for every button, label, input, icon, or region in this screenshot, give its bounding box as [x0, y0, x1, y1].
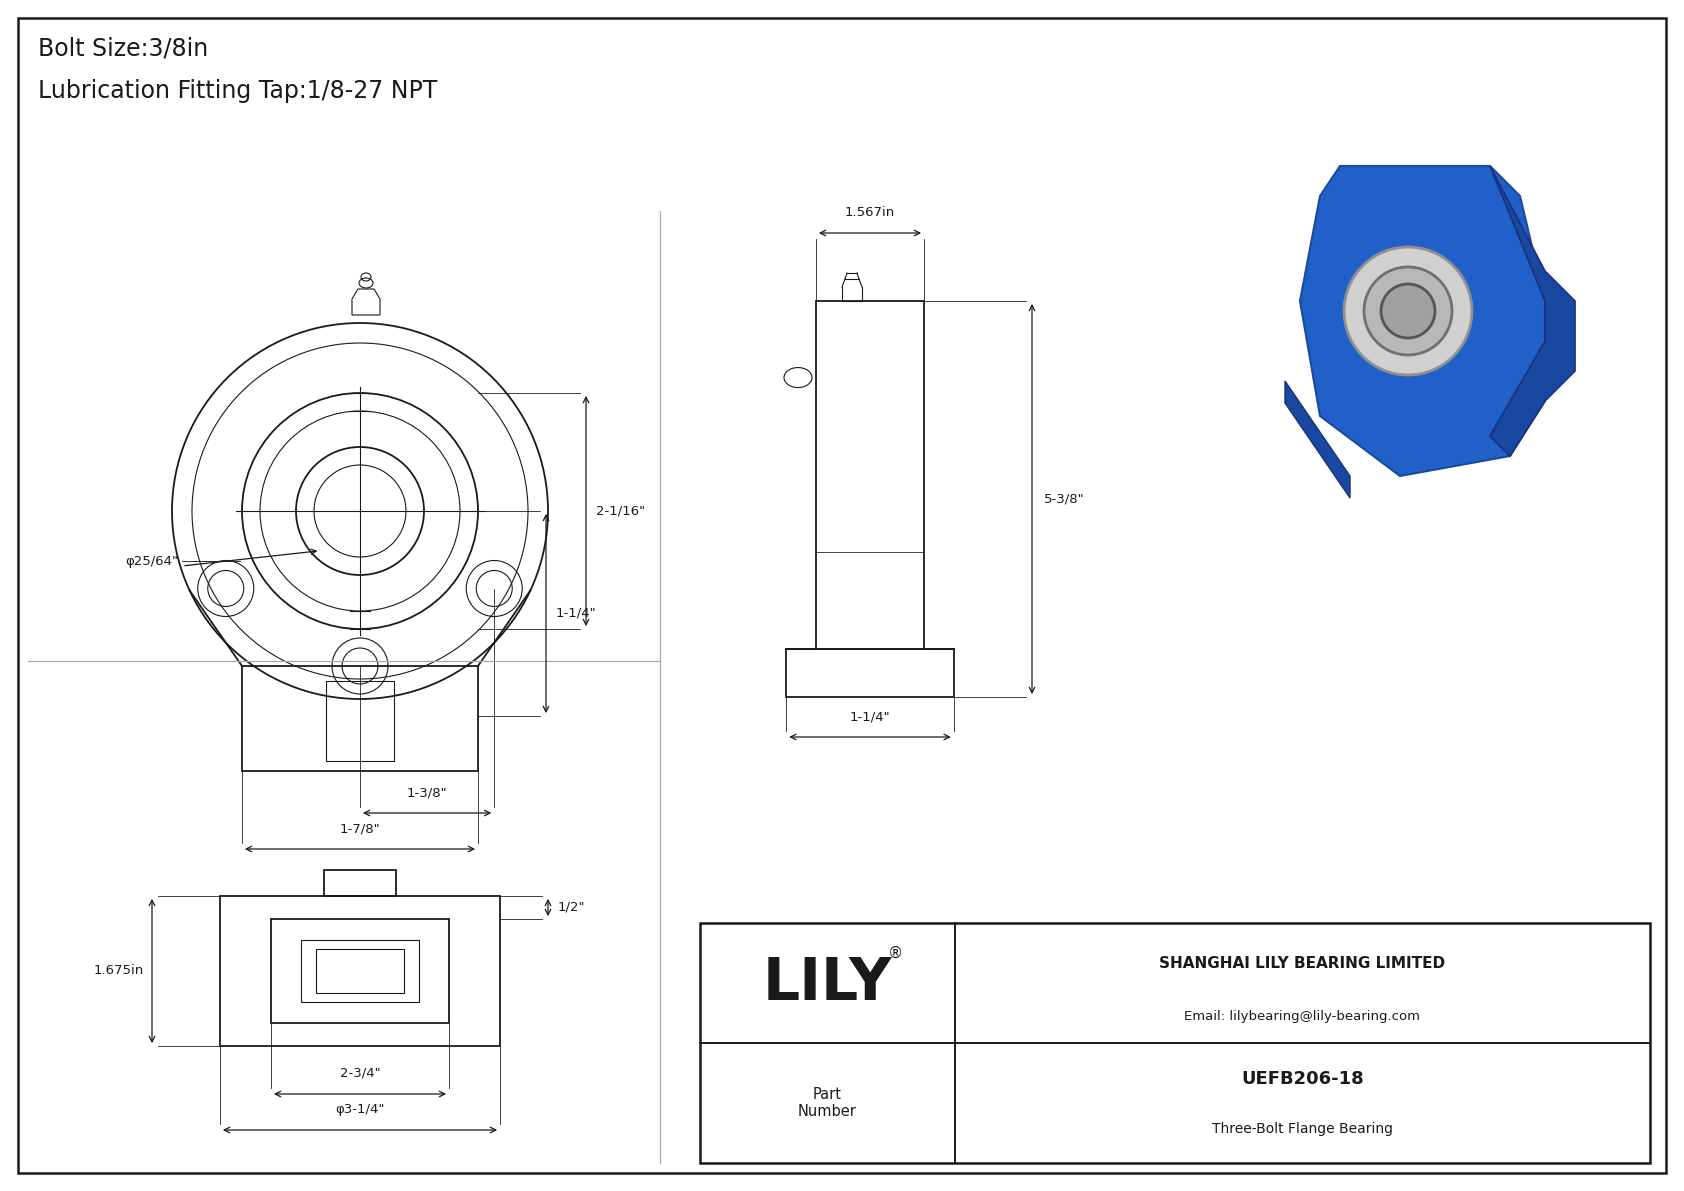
Text: 2-3/4": 2-3/4" — [340, 1067, 381, 1080]
Text: Three-Bolt Flange Bearing: Three-Bolt Flange Bearing — [1212, 1122, 1393, 1136]
Text: 5-3/8": 5-3/8" — [1044, 493, 1084, 505]
Text: LILY: LILY — [763, 954, 893, 1011]
Text: 1-1/4": 1-1/4" — [556, 607, 596, 621]
Text: 1-7/8": 1-7/8" — [340, 822, 381, 835]
Polygon shape — [1285, 381, 1351, 498]
Bar — [817, 301, 925, 649]
Text: φ3-1/4": φ3-1/4" — [335, 1103, 384, 1116]
Ellipse shape — [1381, 283, 1435, 338]
Text: Bolt Size:3/8in: Bolt Size:3/8in — [39, 36, 209, 60]
Bar — [323, 869, 396, 896]
Text: 1-3/8": 1-3/8" — [408, 786, 448, 799]
Text: φ25/64": φ25/64" — [125, 555, 179, 567]
Bar — [301, 940, 419, 1002]
Bar — [317, 949, 404, 993]
Text: Part
Number: Part Number — [798, 1087, 857, 1120]
Bar — [242, 666, 478, 771]
Bar — [271, 919, 450, 1023]
Text: ®: ® — [887, 946, 903, 960]
Text: 1/2": 1/2" — [557, 902, 586, 913]
Ellipse shape — [1344, 247, 1472, 375]
Text: 1.567in: 1.567in — [845, 206, 896, 219]
Text: UEFB206-18: UEFB206-18 — [1241, 1070, 1364, 1089]
Bar — [786, 649, 953, 697]
Ellipse shape — [1364, 267, 1452, 355]
Bar — [327, 681, 394, 761]
Text: 1.675in: 1.675in — [94, 965, 145, 978]
Text: Lubrication Fitting Tap:1/8-27 NPT: Lubrication Fitting Tap:1/8-27 NPT — [39, 79, 438, 102]
Polygon shape — [1490, 166, 1575, 456]
Bar — [221, 896, 500, 1046]
Text: 1-1/4": 1-1/4" — [850, 710, 891, 723]
Bar — [701, 923, 1650, 1162]
Text: SHANGHAI LILY BEARING LIMITED: SHANGHAI LILY BEARING LIMITED — [1159, 956, 1445, 972]
Text: Email: lilybearing@lily-bearing.com: Email: lilybearing@lily-bearing.com — [1184, 1010, 1420, 1023]
Text: 2-1/16": 2-1/16" — [596, 505, 645, 518]
Polygon shape — [1300, 166, 1544, 476]
